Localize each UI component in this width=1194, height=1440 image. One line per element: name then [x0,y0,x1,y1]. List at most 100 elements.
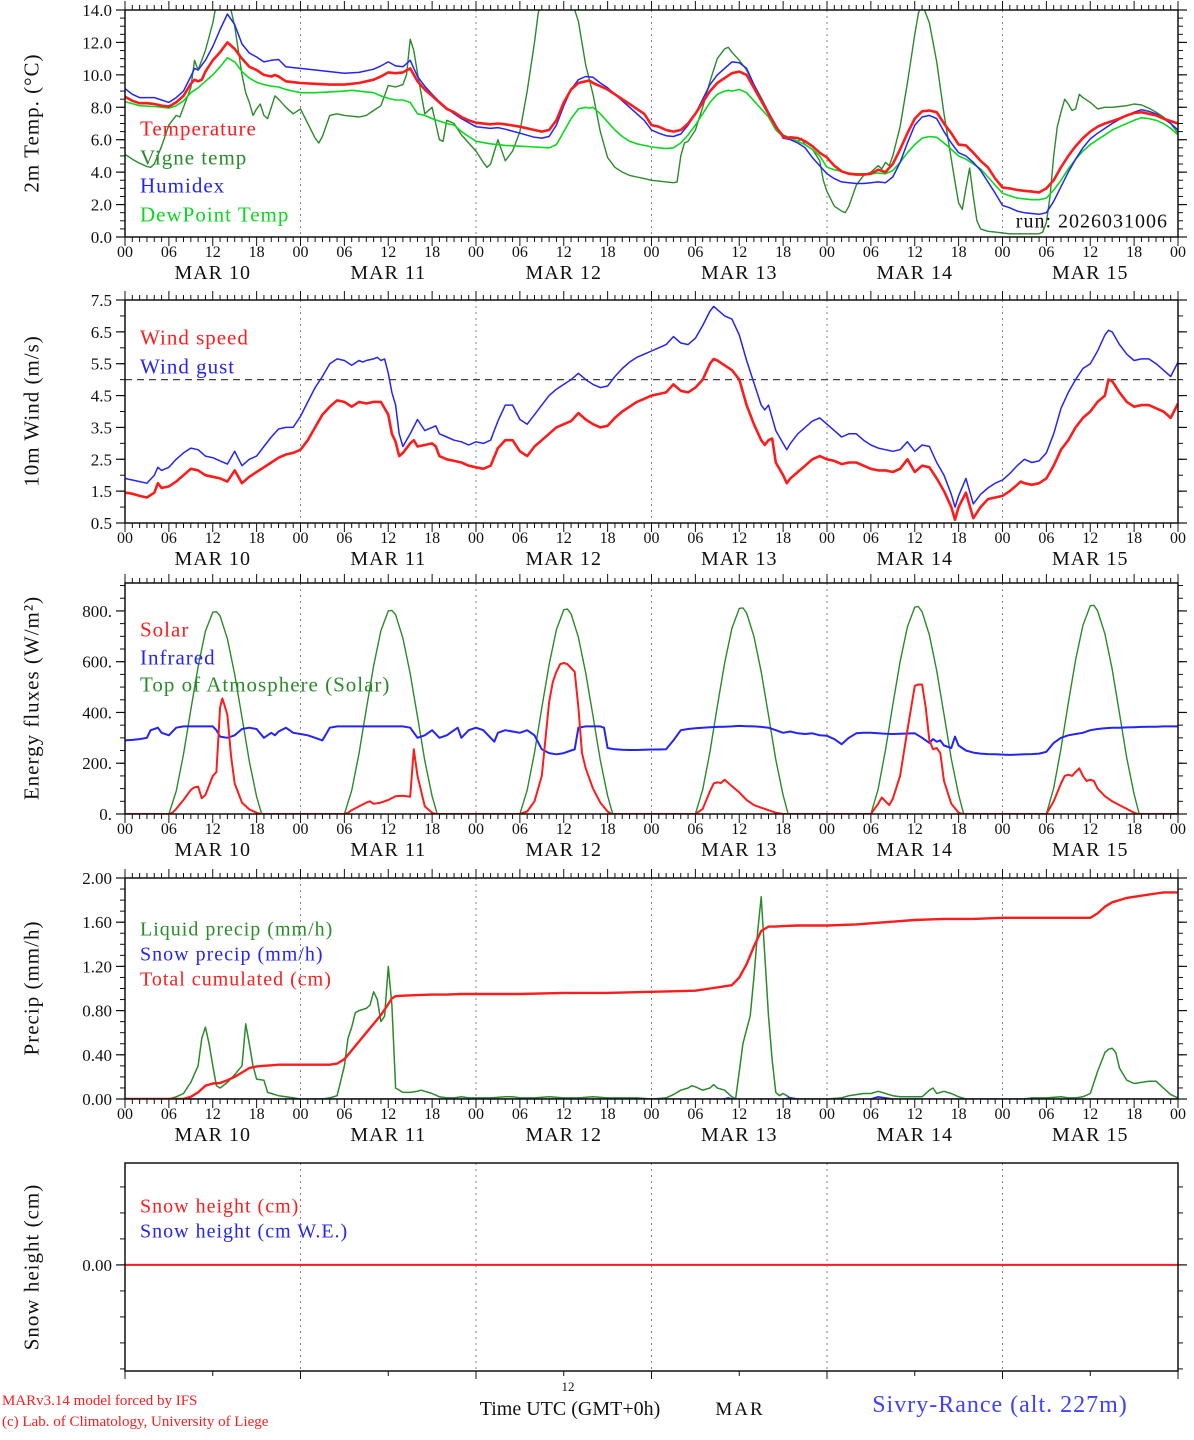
hour-label: 00 [468,244,484,261]
legend-wind-wind-speed: Wind speed [140,325,249,350]
ytick-wind: 5.5 [91,355,112,374]
hour-label: 18 [424,244,440,261]
legend-energy-infrared: Infrared [140,645,216,669]
hour-label: 00 [819,1106,835,1123]
day-label: MAR 14 [876,839,953,861]
legend-temp-temperature: Temperature [140,116,257,141]
hour-label: 18 [951,1106,967,1123]
hour-label: 18 [600,1106,616,1123]
hour-label: 00 [117,1106,133,1123]
day-label: MAR 12 [525,839,602,861]
xaxis-model-label: MAR [715,1399,765,1420]
ytick-wind: 1.5 [91,482,112,501]
hour-label: 06 [863,821,879,838]
series-wind-gust [125,305,1178,508]
day-label: MAR 11 [350,839,426,861]
ytick-precip: 0.00 [82,1090,112,1109]
hour-label: 18 [1126,530,1142,547]
hour-label: 18 [249,244,265,261]
hour-label: 00 [995,1106,1011,1123]
station-label: Sivry-Rance (alt. 227m) [872,1392,1128,1418]
ytick-temp: 12.0 [82,33,112,52]
hour-label: 12 [556,821,572,838]
hour-label: 18 [424,821,440,838]
hour-label: 06 [687,1106,703,1123]
hour-label: 00 [1170,530,1186,547]
ytick-wind: 0.5 [91,514,112,533]
panel-temp: 0.0 2.0 4.0 6.0 8.0 10.0 12.0 14.0 00 06 12 18 00 06 1… [82,1,1187,284]
hour-label: 06 [863,530,879,547]
ytick-energy: 0. [99,805,112,824]
hour-label: 12 [731,244,747,261]
day-label: MAR 11 [350,548,426,570]
hour-label: 06 [512,821,528,838]
day-label: MAR 14 [876,262,953,284]
hour-label: 18 [951,530,967,547]
hour-label: 12 [731,821,747,838]
ytick-wind: 4.5 [91,387,112,406]
hour-label: 00 [995,244,1011,261]
day-label: MAR 12 [525,262,602,284]
xaxis-hour-marker: 12 [561,1379,575,1394]
ytick-temp: 6.0 [91,131,112,150]
hour-label: 00 [819,821,835,838]
day-label: MAR 15 [1052,262,1129,284]
hour-label: 00 [644,1106,660,1123]
hour-label: 12 [380,1106,396,1123]
hour-label: 00 [819,530,835,547]
hour-label: 18 [600,244,616,261]
temp-axis-title: 2m Temp. (°C) [19,53,44,193]
hour-label: 06 [336,1106,352,1123]
legend-precip-liquid-precip-mm-h: Liquid precip (mm/h) [140,918,334,941]
hour-label: 06 [161,821,177,838]
hour-label: 12 [1082,530,1098,547]
hour-label: 00 [1170,1106,1186,1123]
panel-snow: 0.00 [82,1162,1187,1379]
day-label: MAR 13 [701,839,778,861]
day-label: MAR 12 [525,1124,602,1146]
day-label: MAR 11 [350,262,426,284]
hour-label: 18 [1126,1106,1142,1123]
legend-temp-dewpoint-temp: DewPoint Temp [140,202,290,226]
ytick-temp: 4.0 [91,163,112,182]
hour-label: 00 [293,1106,309,1123]
hour-label: 00 [995,821,1011,838]
legend-wind-wind-gust: Wind gust [140,354,236,379]
ytick-precip: 0.80 [82,1002,112,1021]
hour-label: 18 [249,530,265,547]
hour-label: 18 [1126,244,1142,261]
hour-label: 06 [512,244,528,261]
legend-energy-solar: Solar [140,617,190,642]
day-label: MAR 13 [701,262,778,284]
day-label: MAR 10 [174,262,251,284]
series-wind-speed [125,357,1178,522]
hour-label: 18 [424,1106,440,1123]
xaxis-title: Time UTC (GMT+0h) [479,1398,661,1420]
hour-label: 12 [731,530,747,547]
series-total-cumulated [125,891,1178,1099]
ytick-temp: 8.0 [91,98,112,117]
hour-label: 18 [775,530,791,547]
hour-label: 12 [556,244,572,261]
day-label: MAR 10 [174,839,251,861]
day-label: MAR 10 [174,1124,251,1146]
ytick-precip: 1.20 [82,957,112,976]
ytick-wind: 2.5 [91,450,112,469]
hour-label: 00 [644,821,660,838]
legend-precip-total-cumulated-cm: Total cumulated (cm) [140,968,332,991]
hour-label: 12 [556,530,572,547]
hour-label: 12 [731,1106,747,1123]
day-label: MAR 15 [1052,548,1129,570]
hour-label: 12 [205,821,221,838]
hour-label: 18 [249,1106,265,1123]
hour-label: 06 [1038,1106,1054,1123]
hour-label: 12 [556,1106,572,1123]
hour-label: 18 [951,821,967,838]
wind-axis-title: 10m Wind (m/s) [19,335,44,487]
ytick-temp: 0.0 [91,228,112,247]
ytick-wind: 7.5 [91,291,112,310]
legend-temp-humidex: Humidex [140,173,226,198]
model-credit-line: MARv3.14 model forced by IFS [2,1393,198,1409]
hour-label: 00 [293,821,309,838]
